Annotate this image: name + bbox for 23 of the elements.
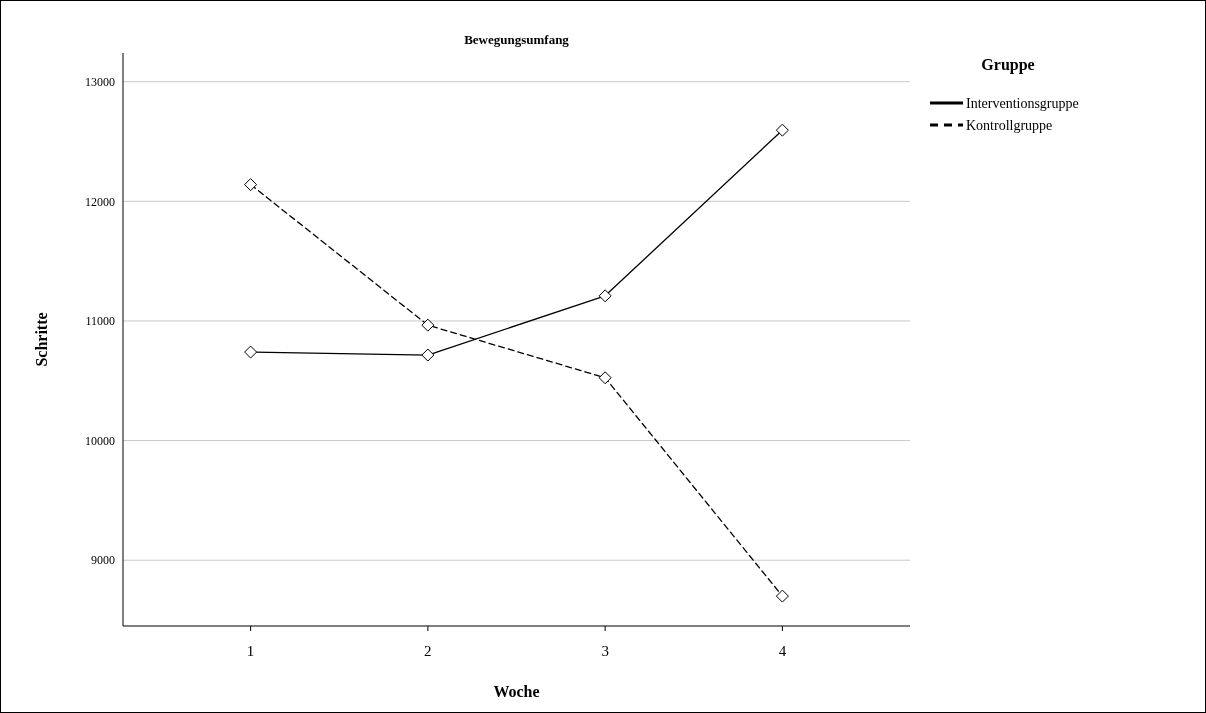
x-tick-label: 1 xyxy=(246,643,255,659)
point xyxy=(421,348,435,362)
x-tick-label: 4 xyxy=(778,643,787,659)
point xyxy=(244,178,258,192)
y-tick-label: 9000 xyxy=(91,553,115,568)
legend-title: Gruppe xyxy=(981,56,1035,74)
point xyxy=(421,318,435,332)
y-tick-label: 11000 xyxy=(85,314,115,329)
legend-label: Kontrollgruppe xyxy=(966,117,1053,133)
point xyxy=(775,589,789,603)
point xyxy=(775,123,789,137)
legend-label: Interventionsgruppe xyxy=(966,95,1079,111)
y-tick-label: 13000 xyxy=(85,74,115,89)
x-tick-label: 2 xyxy=(424,643,432,659)
point xyxy=(598,371,612,385)
point xyxy=(244,345,258,359)
x-tick-label: 3 xyxy=(601,643,609,659)
y-tick-label: 10000 xyxy=(85,433,115,448)
point xyxy=(598,289,612,303)
y-tick-label: 12000 xyxy=(85,194,115,209)
chart-title: Bewegungsumfang xyxy=(464,32,570,47)
x-axis-title: Woche xyxy=(493,683,540,700)
y-axis-title: Schritte xyxy=(33,312,50,367)
